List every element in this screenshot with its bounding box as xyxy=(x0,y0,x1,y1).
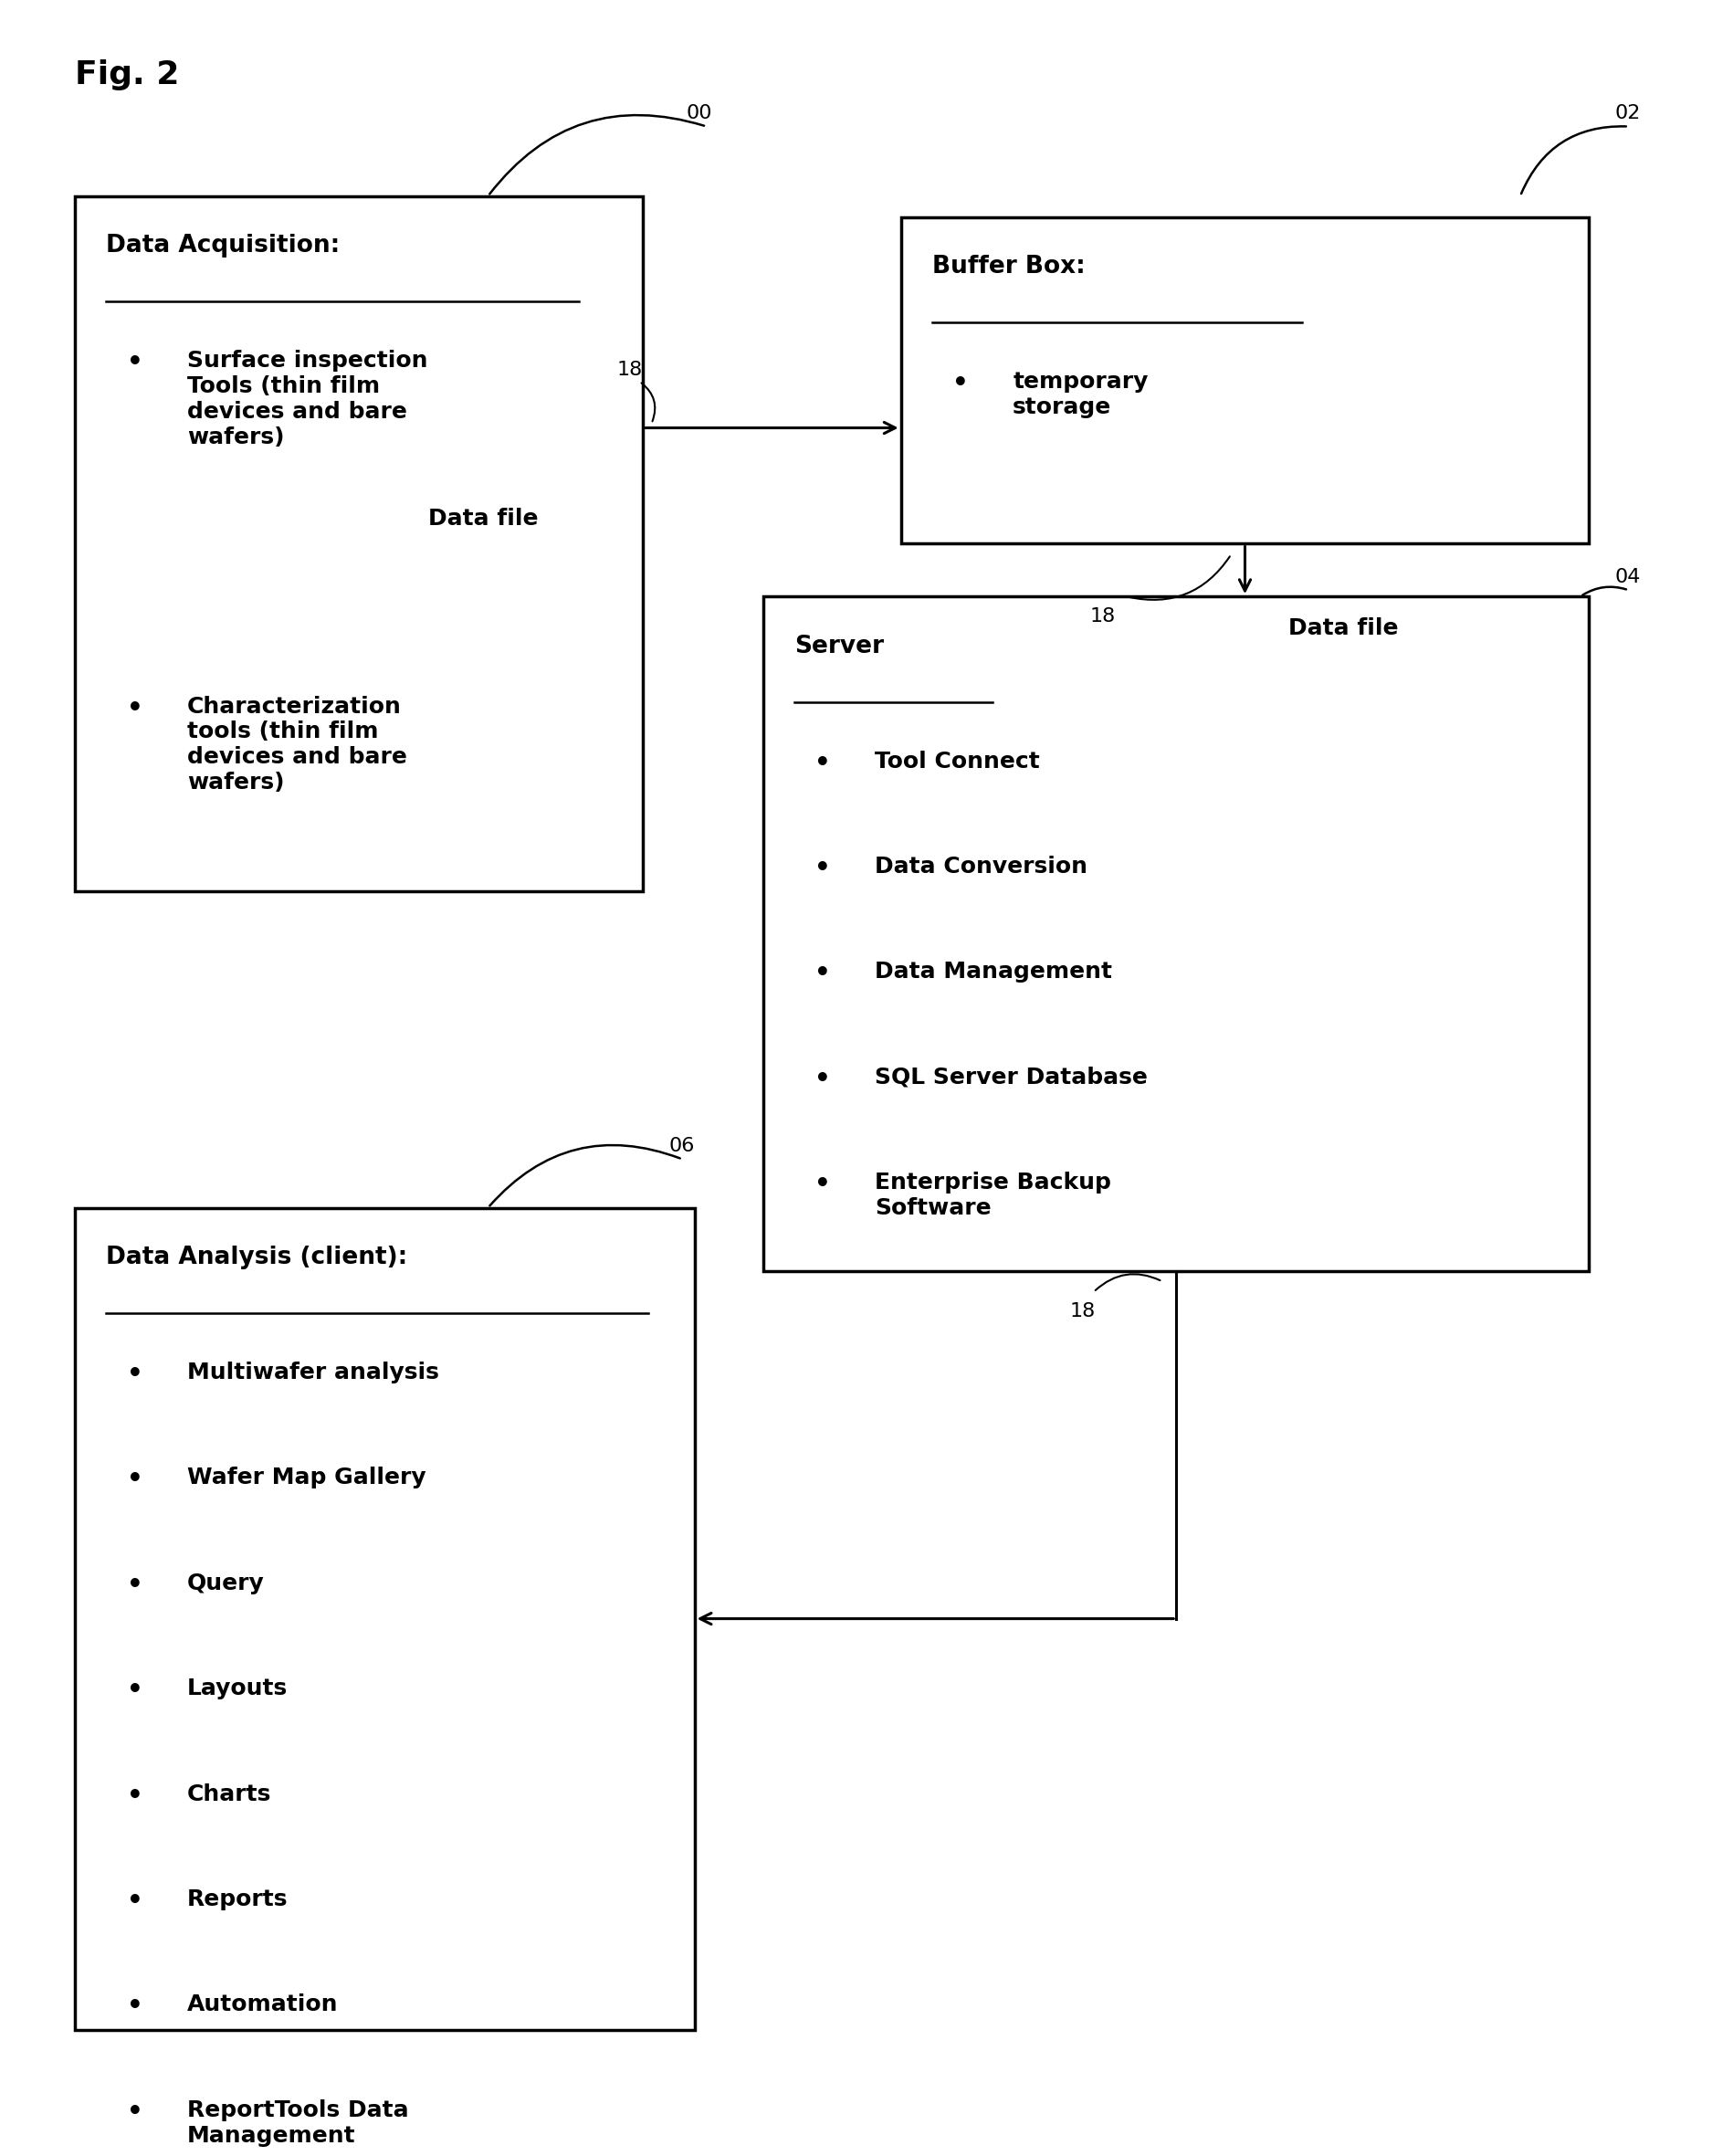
Text: Charts: Charts xyxy=(187,1783,272,1805)
Text: Data Acquisition:: Data Acquisition: xyxy=(106,235,340,259)
Bar xyxy=(75,1207,695,2029)
Text: Wafer Map Gallery: Wafer Map Gallery xyxy=(187,1466,426,1490)
Text: •: • xyxy=(127,1889,142,1915)
Text: 06: 06 xyxy=(669,1136,695,1156)
Text: Server: Server xyxy=(794,634,884,658)
Text: Data file: Data file xyxy=(428,509,537,530)
Text: •: • xyxy=(127,1466,142,1492)
Text: Data Conversion: Data Conversion xyxy=(875,856,1088,877)
Text: Buffer Box:: Buffer Box: xyxy=(932,254,1085,278)
Text: 18: 18 xyxy=(1069,1302,1095,1322)
Text: Characterization
tools (thin film
devices and bare
wafers): Characterization tools (thin film device… xyxy=(187,696,407,793)
Text: •: • xyxy=(127,1783,142,1809)
Bar xyxy=(75,196,643,893)
Text: •: • xyxy=(127,2100,142,2126)
Text: Data Management: Data Management xyxy=(875,962,1113,983)
Bar xyxy=(901,218,1589,543)
Text: temporary
storage: temporary storage xyxy=(1012,371,1149,418)
Text: •: • xyxy=(815,1173,832,1197)
Text: Layouts: Layouts xyxy=(187,1677,288,1699)
Text: •: • xyxy=(127,1363,142,1386)
Text: •: • xyxy=(127,696,142,720)
Text: 18: 18 xyxy=(1090,608,1116,625)
Text: •: • xyxy=(815,1067,832,1093)
Text: Query: Query xyxy=(187,1572,265,1593)
Text: Reports: Reports xyxy=(187,1889,288,1910)
Bar xyxy=(763,597,1589,1270)
Text: 04: 04 xyxy=(1615,567,1641,586)
Text: 02: 02 xyxy=(1615,103,1641,123)
Text: Data file: Data file xyxy=(1288,617,1399,640)
Text: •: • xyxy=(815,750,832,776)
Text: •: • xyxy=(127,1677,142,1703)
Text: Multiwafer analysis: Multiwafer analysis xyxy=(187,1363,438,1384)
Text: Tool Connect: Tool Connect xyxy=(875,750,1040,772)
Text: •: • xyxy=(127,1572,142,1598)
Text: •: • xyxy=(815,856,832,882)
Text: •: • xyxy=(127,349,142,375)
Text: ReportTools Data
Management: ReportTools Data Management xyxy=(187,2100,409,2147)
Text: •: • xyxy=(127,1994,142,2020)
Text: Fig. 2: Fig. 2 xyxy=(75,58,180,91)
Text: Enterprise Backup
Software: Enterprise Backup Software xyxy=(875,1173,1111,1218)
Text: Automation: Automation xyxy=(187,1994,338,2016)
Text: •: • xyxy=(953,371,969,397)
Text: 00: 00 xyxy=(686,103,712,123)
Text: 18: 18 xyxy=(617,360,643,379)
Text: •: • xyxy=(815,962,832,987)
Text: SQL Server Database: SQL Server Database xyxy=(875,1067,1147,1089)
Text: Surface inspection
Tools (thin film
devices and bare
wafers): Surface inspection Tools (thin film devi… xyxy=(187,349,428,448)
Text: Data Analysis (client):: Data Analysis (client): xyxy=(106,1246,407,1270)
